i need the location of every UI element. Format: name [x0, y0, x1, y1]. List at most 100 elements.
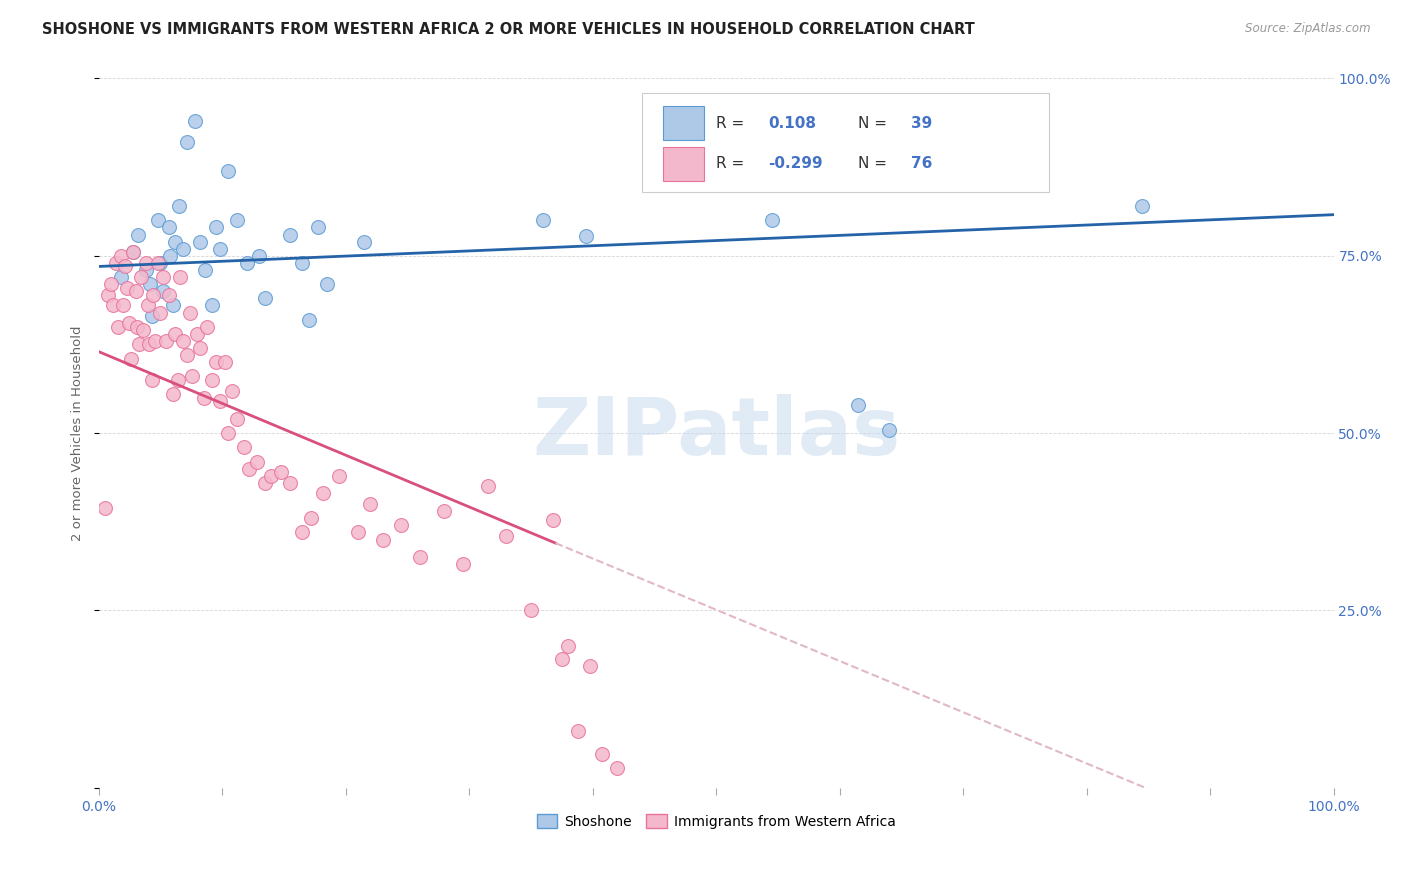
Point: [246, 454, 269, 468]
Point: [495, 529, 517, 543]
Point: [129, 270, 152, 285]
Point: [122, 245, 145, 260]
Point: [278, 475, 301, 490]
Point: [238, 461, 260, 475]
Point: [299, 511, 322, 525]
Point: [217, 426, 239, 441]
Point: [145, 334, 167, 348]
Point: [201, 298, 224, 312]
Point: [307, 220, 329, 235]
Point: [184, 114, 207, 128]
Point: [846, 398, 869, 412]
Point: [162, 387, 184, 401]
Point: [132, 323, 155, 337]
Point: [579, 658, 602, 673]
Point: [141, 373, 163, 387]
Point: [157, 220, 180, 235]
Point: [97, 288, 120, 302]
Point: [176, 136, 198, 150]
Point: [195, 319, 218, 334]
Point: [179, 305, 201, 319]
Point: [291, 525, 314, 540]
Point: [193, 391, 215, 405]
Point: [122, 245, 145, 260]
Point: [761, 213, 783, 227]
Point: [591, 747, 613, 761]
Text: -0.299: -0.299: [768, 156, 823, 171]
Point: [312, 486, 335, 500]
Point: [142, 288, 165, 302]
Text: N =: N =: [858, 116, 891, 130]
Text: N =: N =: [858, 156, 891, 171]
Bar: [664, 146, 703, 180]
Point: [567, 724, 589, 739]
Point: [225, 412, 247, 426]
Point: [260, 468, 283, 483]
Point: [606, 761, 628, 775]
Point: [172, 242, 194, 256]
Point: [155, 334, 177, 348]
Point: [181, 369, 204, 384]
Point: [110, 270, 132, 285]
Text: ZIPatlas: ZIPatlas: [531, 394, 900, 472]
Point: [112, 298, 135, 312]
Point: [114, 260, 136, 274]
Point: [159, 249, 181, 263]
Point: [254, 475, 277, 490]
Point: [139, 277, 162, 292]
Point: [120, 351, 142, 366]
Point: [146, 213, 169, 227]
Point: [134, 256, 156, 270]
Text: Source: ZipAtlas.com: Source: ZipAtlas.com: [1246, 22, 1371, 36]
Point: [103, 298, 125, 312]
Point: [451, 558, 474, 572]
Point: [118, 316, 141, 330]
Point: [353, 235, 375, 249]
Point: [169, 270, 191, 285]
Point: [316, 277, 339, 292]
Point: [541, 513, 564, 527]
Point: [247, 249, 270, 263]
Legend: Shoshone, Immigrants from Western Africa: Shoshone, Immigrants from Western Africa: [531, 808, 901, 834]
Point: [149, 305, 172, 319]
Point: [278, 227, 301, 242]
Point: [94, 500, 117, 515]
Point: [291, 256, 314, 270]
Point: [531, 213, 554, 227]
Point: [134, 263, 156, 277]
Point: [217, 163, 239, 178]
Point: [520, 603, 543, 617]
Point: [176, 348, 198, 362]
Point: [152, 285, 174, 299]
Point: [166, 373, 188, 387]
Point: [557, 639, 579, 653]
Point: [208, 242, 231, 256]
Point: [186, 326, 208, 341]
Text: 76: 76: [911, 156, 932, 171]
Point: [188, 235, 211, 249]
Text: R =: R =: [716, 156, 749, 171]
Point: [328, 468, 350, 483]
Point: [152, 270, 174, 285]
Point: [138, 337, 160, 351]
Point: [141, 309, 163, 323]
Point: [100, 277, 122, 292]
Point: [236, 256, 259, 270]
Point: [297, 312, 319, 326]
Point: [371, 533, 394, 547]
Point: [125, 319, 148, 334]
Point: [254, 292, 277, 306]
Point: [270, 465, 292, 479]
Point: [877, 423, 900, 437]
Text: 39: 39: [911, 116, 932, 130]
Point: [214, 355, 236, 369]
Point: [359, 497, 381, 511]
Point: [149, 256, 172, 270]
Bar: [664, 106, 703, 140]
Point: [157, 288, 180, 302]
Text: SHOSHONE VS IMMIGRANTS FROM WESTERN AFRICA 2 OR MORE VEHICLES IN HOUSEHOLD CORRE: SHOSHONE VS IMMIGRANTS FROM WESTERN AFRI…: [42, 22, 974, 37]
Point: [433, 504, 456, 518]
Point: [194, 263, 217, 277]
Point: [1130, 199, 1153, 213]
Point: [221, 384, 243, 398]
